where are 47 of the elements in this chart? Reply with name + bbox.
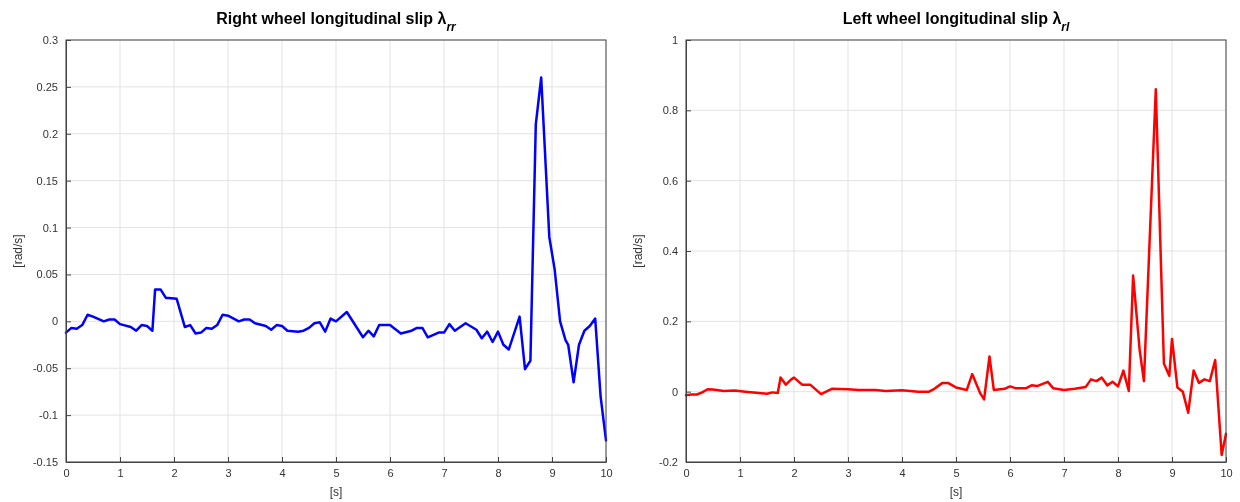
x-tick-label: 8	[1115, 467, 1122, 480]
x-tick-label: 4	[279, 467, 286, 480]
x-tick-label: 3	[225, 467, 232, 480]
x-tick-label: 5	[953, 467, 960, 480]
y-tick-label: 0.15	[36, 174, 58, 187]
x-tick-label: 10	[1220, 467, 1233, 480]
x-tick-label: 1	[737, 467, 744, 480]
x-tick-label: 6	[1007, 467, 1014, 480]
x-axis-title: [s]	[329, 485, 343, 499]
y-tick-label: 0.8	[662, 104, 678, 117]
chart-title: Left wheel longitudinal slip λ$_{rl}$	[842, 10, 1071, 34]
y-tick-label: 0	[671, 385, 678, 398]
x-axis-title: [s]	[949, 485, 963, 499]
y-tick-label: -0.15	[32, 456, 58, 469]
y-tick-label: -0.1	[39, 409, 58, 422]
y-tick-label: 0.25	[36, 80, 58, 93]
y-tick-label: 0.6	[662, 174, 678, 187]
line-series	[684, 87, 1228, 457]
x-tick-label: 9	[1169, 467, 1176, 480]
x-tick-label: 8	[495, 467, 502, 480]
x-tick-label: 10	[600, 467, 613, 480]
x-tick-label: 7	[1061, 467, 1068, 480]
y-axis-title: [rad/s]	[11, 234, 25, 268]
line-series	[64, 76, 608, 442]
y-tick-label: 0	[51, 315, 58, 328]
x-tick-label: 3	[845, 467, 852, 480]
x-tick-label: 7	[441, 467, 448, 480]
y-tick-label: 1	[671, 34, 678, 47]
x-tick-label: 0	[683, 467, 690, 480]
chart-title: Right wheel longitudinal slip λ$_{rr}$	[216, 10, 458, 34]
x-tick-label: 9	[549, 467, 556, 480]
x-tick-label: 2	[171, 467, 178, 480]
y-tick-label: 0.1	[42, 221, 58, 234]
y-tick-label: -0.05	[32, 362, 58, 375]
x-tick-label: 5	[333, 467, 340, 480]
y-tick-label: 0.4	[662, 245, 678, 258]
x-tick-label: 4	[899, 467, 906, 480]
x-tick-label: 0	[63, 467, 70, 480]
y-tick-label: 0.3	[42, 34, 58, 47]
y-tick-label: 0.2	[662, 315, 678, 328]
y-tick-label: -0.2	[659, 456, 678, 469]
y-tick-label: 0.05	[36, 268, 58, 281]
y-axis-title: [rad/s]	[631, 234, 645, 268]
x-tick-label: 2	[791, 467, 798, 480]
x-tick-label: 1	[117, 467, 124, 480]
y-tick-label: 0.2	[42, 127, 58, 140]
x-tick-label: 6	[387, 467, 394, 480]
